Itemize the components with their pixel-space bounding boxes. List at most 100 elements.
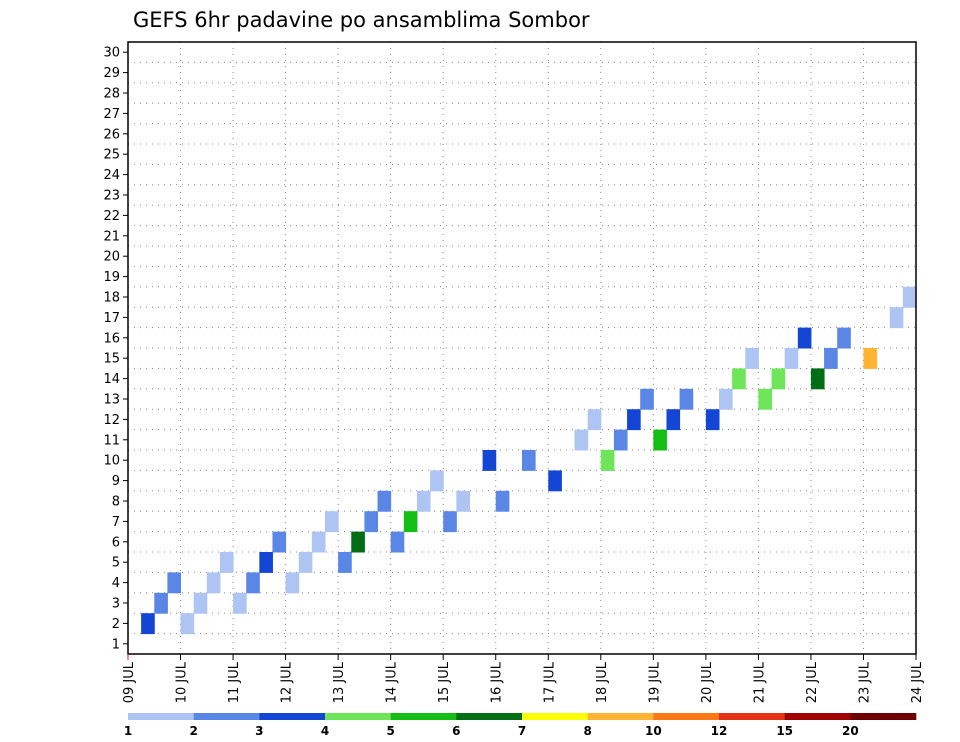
y-tick-label: 15 xyxy=(103,352,120,367)
x-tick-label: 23 JUL xyxy=(857,661,872,703)
precip-cell xyxy=(522,450,536,471)
precip-cell xyxy=(732,368,746,390)
precip-cell xyxy=(548,470,562,492)
precip-cell xyxy=(797,327,812,349)
colorbar-segment xyxy=(719,713,785,720)
precip-cell xyxy=(679,388,694,410)
precip-cell xyxy=(285,572,300,594)
precip-cell xyxy=(141,613,155,635)
precip-cell xyxy=(246,572,260,594)
colorbar-segment xyxy=(128,713,194,720)
y-tick-label: 24 xyxy=(103,168,120,183)
y-axis: 1234567891011121314151617181920212223242… xyxy=(103,46,128,652)
precip-cell xyxy=(824,348,838,369)
colorbar-label: 10 xyxy=(645,724,662,738)
y-tick-label: 21 xyxy=(103,229,120,244)
precip-cell xyxy=(390,531,405,553)
x-axis: 09 JUL 10 JUL 11 JUL 12 JUL 13 JUL 14 JUL 15 J… xyxy=(122,654,925,703)
precip-cell xyxy=(180,613,195,635)
y-tick-label: 4 xyxy=(112,576,120,591)
precip-cell xyxy=(456,490,470,512)
x-tick-label: 22 JUL xyxy=(805,661,820,703)
y-tick-label: 18 xyxy=(103,291,120,306)
precip-cell xyxy=(351,531,365,553)
y-tick-label: 9 xyxy=(112,474,120,489)
x-tick-label: 15 JUL xyxy=(437,661,452,703)
y-tick-label: 5 xyxy=(112,556,120,571)
y-tick-label: 11 xyxy=(103,433,120,448)
colorbar-label: 7 xyxy=(518,724,526,738)
colorbar-label: 20 xyxy=(842,724,859,738)
precip-cell xyxy=(640,388,654,410)
precip-cell xyxy=(587,409,602,431)
chart-title: GEFS 6hr padavine po ansamblima Sombor xyxy=(133,8,590,32)
y-tick-label: 19 xyxy=(103,270,120,285)
precip-cell xyxy=(784,348,799,369)
colorbar-label: 15 xyxy=(776,724,793,738)
y-tick-label: 29 xyxy=(103,66,120,81)
colorbar-label: 5 xyxy=(386,724,394,738)
x-tick-label: 12 JUL xyxy=(280,661,295,703)
y-tick-label: 28 xyxy=(103,87,120,102)
x-tick-label: 13 JUL xyxy=(332,661,347,703)
x-tick-label: 20 JUL xyxy=(700,661,715,703)
colorbar-label: 8 xyxy=(583,724,591,738)
precip-cell xyxy=(666,409,681,431)
colorbar-segment xyxy=(850,713,917,720)
precip-cell xyxy=(482,450,497,471)
x-tick-label: 09 JUL xyxy=(122,661,137,703)
colorbar-segment xyxy=(259,713,326,720)
colorbar-label: 12 xyxy=(711,724,728,738)
y-tick-label: 6 xyxy=(112,535,120,550)
y-tick-label: 30 xyxy=(103,46,120,61)
colorbar-segment xyxy=(456,713,523,720)
precip-cell xyxy=(837,327,851,349)
y-tick-label: 2 xyxy=(112,617,120,632)
precip-cell xyxy=(653,429,667,451)
colorbar-segment xyxy=(653,713,720,720)
precip-cell xyxy=(705,409,720,431)
y-tick-label: 27 xyxy=(103,107,120,122)
x-tick-label: 11 JUL xyxy=(227,661,242,703)
colorbar-label: 1 xyxy=(124,724,132,738)
cells-layer xyxy=(141,286,917,635)
colorbar-segment xyxy=(390,713,457,720)
x-tick-label: 21 JUL xyxy=(752,661,767,703)
precip-cell xyxy=(377,490,392,512)
y-tick-label: 7 xyxy=(112,515,120,530)
precip-cell xyxy=(193,592,208,614)
y-tick-label: 16 xyxy=(103,331,120,346)
precip-cell xyxy=(495,490,510,512)
precip-cell xyxy=(627,409,641,431)
precip-cell xyxy=(325,511,339,533)
precip-cell xyxy=(416,490,431,512)
y-tick-label: 26 xyxy=(103,127,120,142)
x-tick-label: 17 JUL xyxy=(542,661,557,703)
colorbar-label: 3 xyxy=(255,724,263,738)
y-tick-label: 23 xyxy=(103,189,120,204)
colorbar-segment xyxy=(522,713,588,720)
precip-cell xyxy=(771,368,786,390)
precip-cell xyxy=(719,388,733,410)
precip-cell xyxy=(810,368,825,390)
x-tick-label: 14 JUL xyxy=(385,661,400,703)
precip-cell xyxy=(154,592,168,614)
colorbar-segment xyxy=(587,713,654,720)
y-tick-label: 12 xyxy=(103,413,120,428)
y-tick-label: 1 xyxy=(112,637,120,652)
y-tick-label: 22 xyxy=(103,209,120,224)
y-tick-label: 17 xyxy=(103,311,120,326)
colorbar-label: 4 xyxy=(321,724,329,738)
colorbar-legend: 1 2 3 4 5 6 7 8 10 12 15 20 xyxy=(124,713,917,738)
precip-cell xyxy=(430,470,444,492)
precip-cell xyxy=(364,511,379,533)
precip-cell xyxy=(902,286,917,308)
precip-cell xyxy=(298,552,313,573)
precip-cell xyxy=(259,552,273,573)
y-tick-label: 25 xyxy=(103,148,120,163)
precip-cell xyxy=(443,511,457,533)
x-tick-label: 16 JUL xyxy=(490,661,505,703)
precip-cell xyxy=(889,307,904,329)
precip-cell xyxy=(311,531,326,553)
y-tick-label: 14 xyxy=(103,372,120,387)
